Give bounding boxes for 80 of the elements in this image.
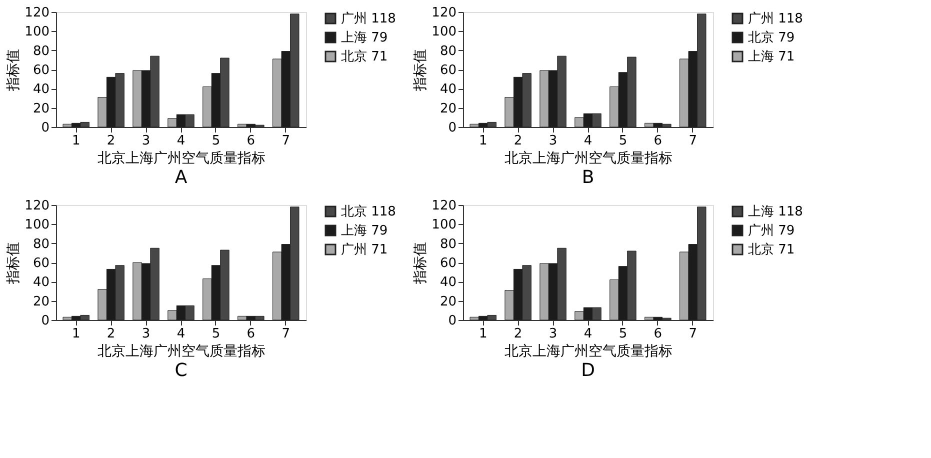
y-tick-label: 100 <box>24 24 50 40</box>
legend-label: 广州 79 <box>748 224 795 238</box>
legend-label: 上海 118 <box>748 204 803 220</box>
y-tick-label: 20 <box>440 294 456 310</box>
x-tick-label: 5 <box>212 326 220 342</box>
x-axis-title: 北京上海广州空气质量指标 <box>504 344 672 360</box>
x-tick-label: 2 <box>106 326 116 342</box>
x-tick-label: 4 <box>176 134 186 148</box>
y-tick-label: 60 <box>440 63 456 78</box>
x-tick-label: 3 <box>142 326 150 342</box>
y-tick-label: 60 <box>440 256 456 271</box>
y-tick-label: 20 <box>32 294 50 310</box>
x-tick-label: 5 <box>212 134 220 148</box>
x-tick-label: 1 <box>72 134 80 148</box>
legend-label: 广州 118 <box>748 12 803 26</box>
x-tick-label: 3 <box>548 134 558 148</box>
x-tick-label: 6 <box>654 326 662 342</box>
text: B <box>582 167 594 188</box>
y-tick-label: 0 <box>448 314 456 328</box>
x-tick-label: 2 <box>514 134 522 148</box>
x-tick-label: 1 <box>72 326 80 342</box>
y-tick-label: 120 <box>432 198 456 214</box>
y-tick-label: 80 <box>440 44 456 59</box>
y-axis-title: 指标值 <box>6 49 22 92</box>
y-tick-label: 80 <box>32 236 50 252</box>
x-tick-label: 4 <box>584 326 592 342</box>
x-tick-label: 4 <box>176 326 186 342</box>
y-tick-label: 60 <box>32 256 50 271</box>
x-tick-label: 2 <box>514 326 522 342</box>
y-tick-label: 100 <box>24 218 50 233</box>
y-tick-label: 40 <box>32 82 50 98</box>
legend-label: 广州 118 <box>341 12 396 26</box>
x-tick-label: 6 <box>246 326 256 342</box>
legend-label: 北京 71 <box>748 242 795 258</box>
legend-label: 上海 79 <box>341 30 388 46</box>
x-tick-label: 7 <box>688 326 698 342</box>
legend-label: 北京 118 <box>341 204 396 220</box>
x-axis-title: 北京上海广州空气质量指标 <box>504 150 672 166</box>
x-tick-label: 6 <box>654 134 662 148</box>
y-axis-title: 指标值 <box>412 242 429 285</box>
text: D <box>581 360 595 381</box>
x-tick-label: 1 <box>478 134 488 148</box>
y-tick-label: 120 <box>432 6 456 20</box>
y-tick-label: 0 <box>41 314 50 328</box>
y-tick-label: 80 <box>440 236 456 252</box>
y-tick-label: 120 <box>24 6 50 20</box>
y-tick-label: 20 <box>440 101 456 116</box>
y-tick-label: 80 <box>32 44 50 59</box>
legend-label: 北京 79 <box>748 30 795 46</box>
x-axis-title: 北京上海广州空气质量指标 <box>98 344 266 360</box>
y-axis-title: 指标值 <box>6 242 22 285</box>
x-tick-label: 3 <box>142 134 150 148</box>
x-tick-label: 7 <box>688 134 698 148</box>
y-tick-label: 40 <box>440 275 456 290</box>
x-tick-label: 7 <box>282 134 290 148</box>
y-axis-title: 指标值 <box>412 49 429 92</box>
y-tick-label: 20 <box>32 101 50 116</box>
legend-label: 北京 71 <box>341 50 388 64</box>
x-tick-label: 5 <box>618 326 628 342</box>
y-tick-label: 0 <box>41 120 50 136</box>
x-tick-label: 6 <box>246 134 256 148</box>
y-tick-label: 100 <box>432 24 456 40</box>
x-tick-label: 2 <box>106 134 116 148</box>
y-tick-label: 40 <box>440 82 456 98</box>
legend-label: 广州 71 <box>341 242 388 258</box>
x-tick-label: 4 <box>584 134 592 148</box>
legend-label: 上海 71 <box>748 50 795 64</box>
text: A <box>174 167 188 188</box>
legend-label: 上海 79 <box>341 224 388 238</box>
x-tick-label: 7 <box>282 326 290 342</box>
y-tick-label: 0 <box>448 120 456 136</box>
x-tick-label: 3 <box>548 326 558 342</box>
y-tick-label: 40 <box>32 275 50 290</box>
y-tick-label: 100 <box>432 218 456 233</box>
x-axis-title: 北京上海广州空气质量指标 <box>98 150 266 166</box>
y-tick-label: 60 <box>32 63 50 78</box>
text: C <box>174 360 188 381</box>
x-tick-label: 5 <box>618 134 628 148</box>
x-tick-label: 1 <box>478 326 488 342</box>
y-tick-label: 120 <box>24 198 50 214</box>
